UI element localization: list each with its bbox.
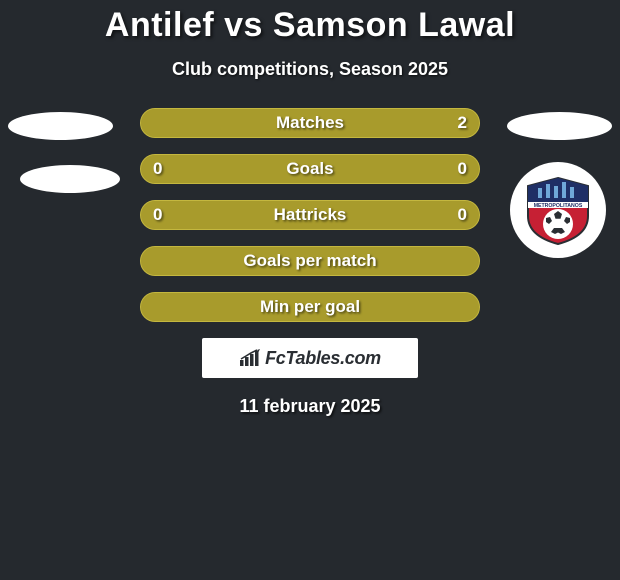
club-crest-icon: METROPOLITANOS bbox=[522, 174, 594, 246]
brand-box: FcTables.com bbox=[202, 338, 418, 378]
page-title: Antilef vs Samson Lawal bbox=[0, 6, 620, 45]
page-subtitle: Club competitions, Season 2025 bbox=[0, 59, 620, 80]
stat-fill-right bbox=[310, 155, 479, 183]
team-right-badge: METROPOLITANOS bbox=[510, 162, 606, 258]
stat-row: 0 0 Goals bbox=[140, 154, 480, 184]
stat-value-right: 0 bbox=[458, 201, 467, 229]
brand-text: FcTables.com bbox=[265, 348, 381, 369]
brand-chart-icon bbox=[239, 349, 261, 367]
stat-label: Hattricks bbox=[274, 205, 347, 225]
stats-arena: METROPOLITANOS 2 Matches 0 0 Goals 0 0 Hattrick… bbox=[0, 108, 620, 322]
team-left-shape-2 bbox=[20, 165, 120, 193]
stat-row: Min per goal bbox=[140, 292, 480, 322]
footer-date: 11 february 2025 bbox=[0, 396, 620, 417]
stat-value-left: 0 bbox=[153, 155, 162, 183]
stat-label: Goals per match bbox=[243, 251, 376, 271]
stat-value-left: 0 bbox=[153, 201, 162, 229]
badge-text: METROPOLITANOS bbox=[534, 203, 583, 209]
stat-fill-left bbox=[141, 155, 310, 183]
comparison-card: Antilef vs Samson Lawal Club competition… bbox=[0, 0, 620, 417]
stat-row: Goals per match bbox=[140, 246, 480, 276]
stat-label: Matches bbox=[276, 113, 344, 133]
stat-value-right: 0 bbox=[458, 155, 467, 183]
stat-label: Goals bbox=[286, 159, 333, 179]
team-right-shape-1 bbox=[507, 112, 612, 140]
stat-value-right: 2 bbox=[458, 109, 467, 137]
team-left-shape-1 bbox=[8, 112, 113, 140]
stat-row: 0 0 Hattricks bbox=[140, 200, 480, 230]
stat-row: 2 Matches bbox=[140, 108, 480, 138]
stat-rows: 2 Matches 0 0 Goals 0 0 Hattricks Goals per matc… bbox=[140, 108, 480, 322]
stat-label: Min per goal bbox=[260, 297, 360, 317]
